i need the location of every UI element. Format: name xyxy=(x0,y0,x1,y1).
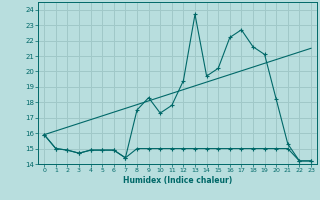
X-axis label: Humidex (Indice chaleur): Humidex (Indice chaleur) xyxy=(123,176,232,185)
